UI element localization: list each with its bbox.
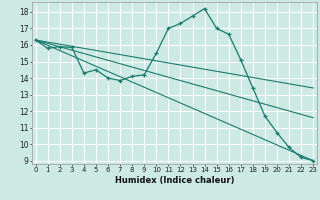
X-axis label: Humidex (Indice chaleur): Humidex (Indice chaleur) [115,176,234,185]
